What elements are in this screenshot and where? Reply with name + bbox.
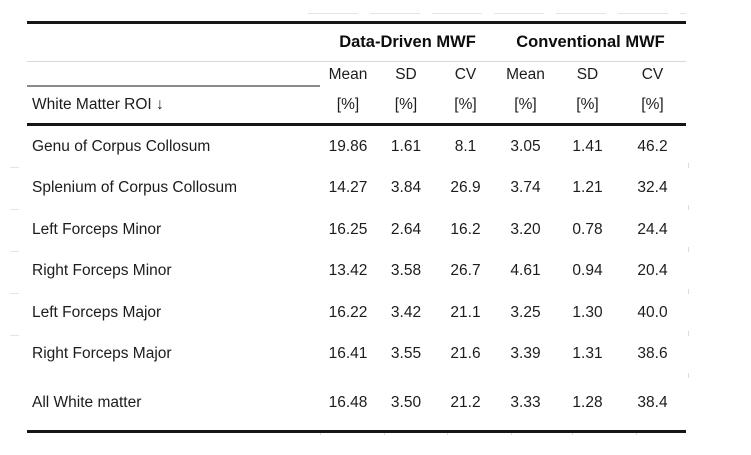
value-cell: 1.30 xyxy=(572,303,603,321)
value-cell: 3.84 xyxy=(390,179,422,197)
value-cell: 20.4 xyxy=(637,262,668,280)
col-header: SD xyxy=(576,65,599,83)
group-header-data-driven: Data-Driven MWF xyxy=(339,33,476,51)
value-cell: 2.64 xyxy=(390,220,422,238)
gridline-tick xyxy=(688,247,689,252)
value-cell: 1.31 xyxy=(572,345,603,363)
value-cell: 21.6 xyxy=(450,345,481,363)
sub-header-row: Mean SD CV Mean SD CV xyxy=(27,62,686,87)
roi-header-underline-cell xyxy=(27,62,320,87)
value-cell: 3.42 xyxy=(390,303,422,321)
value-cell: 3.74 xyxy=(510,179,541,197)
value-cell: 3.20 xyxy=(510,220,541,238)
value-cell: 13.42 xyxy=(328,262,368,280)
value-cell: 16.2 xyxy=(450,220,481,238)
value-cell: 40.0 xyxy=(637,303,668,321)
unit-label: [%] xyxy=(454,96,477,113)
gridline-tick xyxy=(10,293,19,294)
value-cell: 38.4 xyxy=(637,393,668,411)
gridline-tick xyxy=(10,167,19,168)
value-cell: 46.2 xyxy=(637,137,668,155)
unit-label: [%] xyxy=(394,96,418,113)
value-cell: 3.33 xyxy=(510,393,541,411)
col-header: CV xyxy=(641,65,664,83)
gridline-tick xyxy=(636,431,637,435)
table-row: Genu of Corpus Collosum 19.86 1.61 8.1 3… xyxy=(27,126,686,168)
table-row: All White matter 16.48 3.50 21.2 3.33 1.… xyxy=(27,375,686,430)
gridline-tick xyxy=(688,289,689,294)
value-cell: 1.41 xyxy=(572,137,603,155)
group-header-row: Data-Driven MWF Conventional MWF xyxy=(27,24,686,62)
roi-label: Splenium of Corpus Collosum xyxy=(32,179,238,197)
value-cell: 21.2 xyxy=(450,393,481,411)
gridline-tick xyxy=(688,331,689,336)
gridline-tick xyxy=(511,431,512,435)
value-cell: 3.50 xyxy=(390,393,422,411)
gridline-tick xyxy=(10,335,19,336)
table-row: Right Forceps Major 16.41 3.55 21.6 3.39… xyxy=(27,334,686,376)
gridline-tick xyxy=(10,209,19,210)
col-header: Mean xyxy=(328,65,368,83)
table-row: Left Forceps Major 16.22 3.42 21.1 3.25 … xyxy=(27,292,686,334)
value-cell: 0.78 xyxy=(572,220,603,238)
value-cell: 16.41 xyxy=(328,345,368,363)
value-cell: 26.7 xyxy=(450,262,481,280)
roi-label: All White matter xyxy=(32,393,142,411)
value-cell: 16.22 xyxy=(328,303,368,321)
gridline-tick xyxy=(572,431,573,435)
gridline-tick xyxy=(384,431,385,435)
roi-label: Genu of Corpus Collosum xyxy=(32,137,211,155)
value-cell: 19.86 xyxy=(328,137,368,155)
col-header: Mean xyxy=(506,65,545,83)
value-cell: 32.4 xyxy=(637,179,668,197)
value-cell: 24.4 xyxy=(637,220,668,238)
value-cell: 3.39 xyxy=(510,345,541,363)
unit-label: [%] xyxy=(514,96,537,113)
gridline-tick xyxy=(10,251,19,252)
units-row: White Matter ROI ↓ [%] [%] [%] [%] [%] [… xyxy=(27,87,686,123)
value-cell: 38.6 xyxy=(637,345,668,363)
gridline-artifact-top xyxy=(308,13,686,14)
value-cell: 1.21 xyxy=(572,179,603,197)
table-row: Left Forceps Minor 16.25 2.64 16.2 3.20 … xyxy=(27,209,686,251)
unit-label: [%] xyxy=(576,96,599,113)
value-cell: 4.61 xyxy=(510,262,541,280)
value-cell: 8.1 xyxy=(454,137,477,155)
col-header: SD xyxy=(395,65,417,83)
roi-column-title: White Matter ROI ↓ xyxy=(32,96,164,113)
value-cell: 3.05 xyxy=(510,137,541,155)
value-cell: 3.55 xyxy=(390,345,422,363)
value-cell: 21.1 xyxy=(450,303,481,321)
gridline-tick xyxy=(447,431,448,435)
header-rule xyxy=(27,123,686,126)
roi-label: Left Forceps Major xyxy=(32,303,162,321)
value-cell: 16.48 xyxy=(328,393,368,411)
value-cell: 1.61 xyxy=(390,137,422,155)
col-header: CV xyxy=(454,65,477,83)
gridline-tick xyxy=(688,163,689,168)
value-cell: 0.94 xyxy=(572,262,603,280)
gridline-tick xyxy=(320,431,321,435)
unit-label: [%] xyxy=(336,96,360,113)
empty-corner-cell xyxy=(27,24,320,61)
gridline-tick xyxy=(688,205,689,210)
roi-label: Left Forceps Minor xyxy=(32,220,162,238)
table-row: Right Forceps Minor 13.42 3.58 26.7 4.61… xyxy=(27,251,686,293)
value-cell: 3.25 xyxy=(510,303,541,321)
group-header-conventional: Conventional MWF xyxy=(516,33,665,51)
unit-label: [%] xyxy=(641,96,664,113)
roi-label: Right Forceps Major xyxy=(32,345,172,363)
value-cell: 1.28 xyxy=(572,393,603,411)
roi-label: Right Forceps Minor xyxy=(32,262,172,280)
mwf-comparison-table: Data-Driven MWF Conventional MWF Mean SD… xyxy=(27,21,686,433)
value-cell: 3.58 xyxy=(390,262,422,280)
gridline-tick xyxy=(688,373,689,378)
value-cell: 16.25 xyxy=(328,220,368,238)
value-cell: 26.9 xyxy=(450,179,481,197)
value-cell: 14.27 xyxy=(328,179,368,197)
table-row: Splenium of Corpus Collosum 14.27 3.84 2… xyxy=(27,168,686,210)
